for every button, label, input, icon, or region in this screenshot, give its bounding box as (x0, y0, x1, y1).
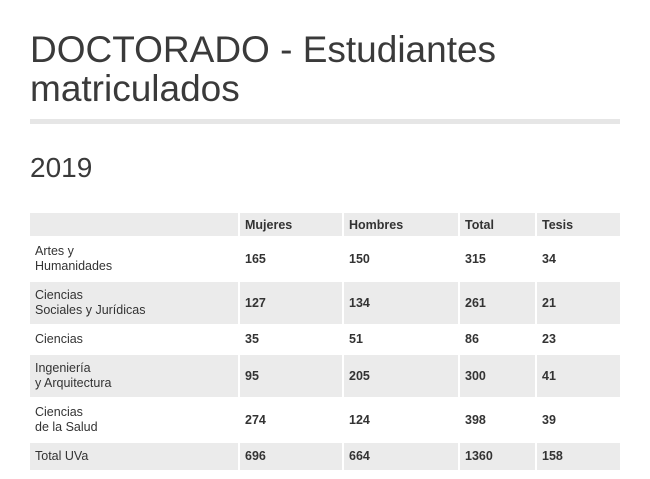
cell-mujeres: 95 (240, 355, 342, 397)
row-label: Artes y Humanidades (30, 238, 238, 280)
cell-total: 398 (460, 399, 535, 441)
cell-total: 300 (460, 355, 535, 397)
table-header-row: Mujeres Hombres Total Tesis (30, 213, 620, 236)
row-label-line-1: Artes y (35, 244, 74, 258)
table-row: Ciencias 35 51 86 23 (30, 326, 620, 353)
row-label-line-2: Sociales y Jurídicas (35, 303, 146, 317)
page-title-line-2: matriculados (30, 68, 240, 109)
cell-tesis: 23 (537, 326, 620, 353)
column-header-tesis: Tesis (537, 213, 620, 236)
row-label-line-1: Ciencias (35, 332, 83, 346)
cell-hombres: 51 (344, 326, 458, 353)
total-cell-total: 1360 (460, 443, 535, 470)
page-title-line-1: DOCTORADO - Estudiantes (30, 29, 497, 70)
cell-total: 261 (460, 282, 535, 324)
cell-hombres: 150 (344, 238, 458, 280)
cell-mujeres: 165 (240, 238, 342, 280)
row-label-line-1: Ciencias (35, 405, 83, 419)
cell-hombres: 124 (344, 399, 458, 441)
row-label: Ciencias de la Salud (30, 399, 238, 441)
page-title: DOCTORADO - Estudiantes matriculados (30, 30, 620, 108)
row-label-line-1: Ciencias (35, 288, 83, 302)
row-label-line-2: Humanidades (35, 259, 113, 273)
cell-mujeres: 35 (240, 326, 342, 353)
table-row: Artes y Humanidades 165 150 315 34 (30, 238, 620, 280)
cell-mujeres: 127 (240, 282, 342, 324)
total-cell-hombres: 664 (344, 443, 458, 470)
total-cell-tesis: 158 (537, 443, 620, 470)
row-label: Ciencias (30, 326, 238, 353)
total-row-label: Total UVa (30, 443, 238, 470)
row-label-line-2: y Arquitectura (35, 376, 112, 390)
row-label: Ciencias Sociales y Jurídicas (30, 282, 238, 324)
row-label-line-2: de la Salud (35, 420, 98, 434)
cell-tesis: 34 (537, 238, 620, 280)
column-header-category (30, 213, 238, 236)
total-cell-mujeres: 696 (240, 443, 342, 470)
cell-mujeres: 274 (240, 399, 342, 441)
column-header-total: Total (460, 213, 535, 236)
row-label: Ingeniería y Arquitectura (30, 355, 238, 397)
year-heading: 2019 (30, 152, 93, 183)
column-header-hombres: Hombres (344, 213, 458, 236)
column-header-mujeres: Mujeres (240, 213, 342, 236)
cell-tesis: 41 (537, 355, 620, 397)
enrollment-table: Mujeres Hombres Total Tesis Artes y Huma… (28, 211, 622, 472)
cell-hombres: 205 (344, 355, 458, 397)
title-divider (30, 119, 620, 124)
row-label-line-1: Ingeniería (35, 361, 91, 375)
cell-tesis: 39 (537, 399, 620, 441)
table-row: Ciencias Sociales y Jurídicas 127 134 26… (30, 282, 620, 324)
cell-total: 86 (460, 326, 535, 353)
table-total-row: Total UVa 696 664 1360 158 (30, 443, 620, 470)
table-row: Ingeniería y Arquitectura 95 205 300 41 (30, 355, 620, 397)
table-row: Ciencias de la Salud 274 124 398 39 (30, 399, 620, 441)
cell-total: 315 (460, 238, 535, 280)
cell-tesis: 21 (537, 282, 620, 324)
cell-hombres: 134 (344, 282, 458, 324)
